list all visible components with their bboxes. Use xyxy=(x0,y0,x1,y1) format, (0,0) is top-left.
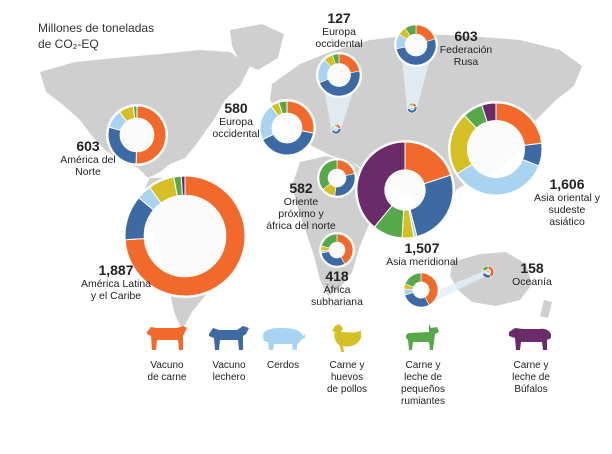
new-zealand-landmass xyxy=(540,300,552,318)
legend-item-pork: Cerdos xyxy=(246,322,320,372)
legend-label-pork: Cerdos xyxy=(266,360,300,371)
donut-western-europe xyxy=(259,100,315,156)
legend-item-chicken: Carne y huevos de pollos xyxy=(310,322,384,396)
donut-eastern-europe xyxy=(317,53,361,97)
slice-north-america-beef xyxy=(135,105,167,165)
region-label-latin-america: 1,887 América Latina y el Caribe xyxy=(66,262,166,302)
region-name-eastern-europe: Europa occidental xyxy=(315,26,363,50)
donut-near-east xyxy=(318,159,356,197)
donut-east-asia xyxy=(449,102,543,196)
region-total-sub-saharan: 418 xyxy=(325,268,349,284)
legend-label-beef: Vacuno de carne xyxy=(147,360,187,383)
region-label-russia: 603 Federación Rusa xyxy=(424,28,508,68)
region-label-near-east: 582 Oriente próximo y áfrica del norte xyxy=(256,180,346,232)
slice-eastern-europe-small-ruminants xyxy=(332,53,340,65)
pork-icon xyxy=(263,328,305,350)
slice-western-europe-small-ruminants xyxy=(278,100,288,115)
region-label-east-asia: 1,606 Asia oriental y sudeste asiático xyxy=(524,176,610,228)
slice-sub-saharan-small-ruminants xyxy=(321,233,338,249)
slice-oceania-small-ruminants xyxy=(404,272,422,288)
region-total-oceania: 158 xyxy=(520,260,544,276)
region-total-western-europe: 580 xyxy=(224,100,248,116)
small-ruminants-icon xyxy=(405,324,439,350)
region-label-western-europe: 580 Europa occidental xyxy=(196,100,276,140)
donut-north-america xyxy=(107,105,167,165)
donut-sub-saharan xyxy=(320,233,354,267)
regional-donuts xyxy=(106,23,544,309)
slice-near-east-small-ruminants xyxy=(318,159,338,190)
mini-donut-oceania xyxy=(481,265,495,279)
region-name-western-europe: Europa occidental xyxy=(212,116,260,140)
donut-latin-america xyxy=(124,175,246,297)
slice-latin-america-beef xyxy=(124,175,246,297)
region-name-russia: Federación Rusa xyxy=(439,44,493,68)
beef-icon xyxy=(147,326,187,350)
region-label-north-america: 603 América del Norte xyxy=(48,138,128,178)
greenland-landmass xyxy=(230,24,284,70)
region-label-eastern-europe: 127 Europa occidental xyxy=(306,10,372,50)
slice-eastern-europe-small-ruminants xyxy=(334,123,337,128)
legend-label-chicken: Carne y huevos de pollos xyxy=(326,360,368,395)
region-total-eastern-europe: 127 xyxy=(327,10,351,26)
chart-title: Millones de toneladas de CO₂-EQ xyxy=(38,20,188,52)
donut-oceania xyxy=(403,272,439,308)
connector-russia xyxy=(402,59,430,108)
slice-russia-small-ruminants xyxy=(404,24,417,37)
region-name-east-asia: Asia oriental y sudeste asiático xyxy=(534,192,600,228)
region-total-near-east: 582 xyxy=(289,180,313,196)
legend-item-dairy: Vacuno lechero xyxy=(192,322,266,384)
region-total-russia: 603 xyxy=(454,28,478,44)
slice-oceania-small-ruminants xyxy=(482,265,489,272)
region-name-south-asia: Asia meridional xyxy=(386,256,458,268)
buffalo-icon xyxy=(509,328,551,350)
legend-label-small-ruminants: Carne y leche de pequeños rumiantes xyxy=(401,360,445,407)
region-total-north-america: 603 xyxy=(76,138,100,154)
chart-title-line-1: Millones de toneladas xyxy=(38,21,155,35)
region-total-south-asia: 1,507 xyxy=(404,240,440,256)
legend-item-small-ruminants: Carne y leche de pequeños rumiantes xyxy=(386,322,460,408)
slice-east-asia-buffalo xyxy=(481,102,497,123)
region-total-east-asia: 1,606 xyxy=(549,176,585,192)
legend-label-dairy: Vacuno lechero xyxy=(212,360,246,383)
slice-north-america-small-ruminants xyxy=(132,105,138,119)
donut-russia xyxy=(395,24,437,66)
legend-item-buffalo: Carne y leche de Búfalos xyxy=(494,322,568,396)
region-label-sub-saharan: 418 África subhariana xyxy=(302,268,372,308)
region-total-latin-america: 1,887 xyxy=(98,262,134,278)
mini-donut-russia xyxy=(406,102,418,114)
donut-south-asia xyxy=(356,141,454,239)
legend-label-buffalo: Carne y leche de Búfalos xyxy=(512,360,550,395)
region-name-near-east: Oriente próximo y áfrica del norte xyxy=(266,196,336,232)
region-name-oceania: Oceanía xyxy=(512,276,552,288)
mini-donut-eastern-europe xyxy=(330,123,342,135)
slice-south-asia-dairy xyxy=(409,174,454,238)
chart-title-line-2: de CO₂-EQ xyxy=(38,37,99,51)
chicken-icon xyxy=(332,324,361,352)
connector-eastern-europe xyxy=(324,89,354,129)
region-name-sub-saharan: África subhariana xyxy=(311,284,363,308)
region-name-north-america: América del Norte xyxy=(60,154,116,178)
slice-russia-small-ruminants xyxy=(408,102,413,107)
dairy-icon xyxy=(209,326,249,350)
slice-south-asia-buffalo xyxy=(356,141,406,228)
region-label-south-asia: 1,507 Asia meridional xyxy=(372,240,472,268)
region-name-latin-america: América Latina y el Caribe xyxy=(80,278,152,302)
australia-landmass xyxy=(450,252,532,306)
region-label-oceania: 158 Oceanía xyxy=(502,260,562,288)
slice-latin-america-buffalo xyxy=(180,175,186,196)
legend-item-beef: Vacuno de carne xyxy=(130,322,204,384)
